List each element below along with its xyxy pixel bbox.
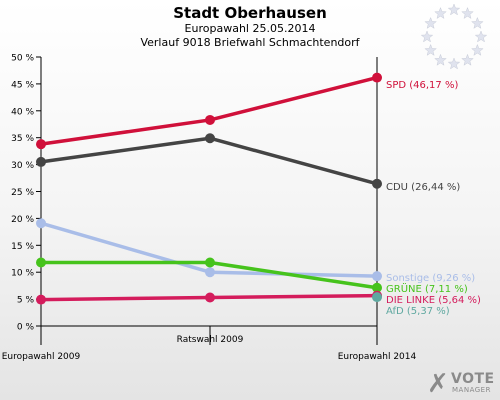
eu-star-icon (447, 57, 461, 70)
data-point-grüne (372, 282, 382, 293)
data-point-die-linke (36, 294, 46, 305)
y-tick-label: 40 % (11, 107, 34, 117)
data-point-cdu (36, 156, 46, 167)
series-label-grüne: GRÜNE (7,11 %) (386, 282, 468, 295)
x-tick-label: Europawahl 2014 (338, 352, 417, 362)
plot-frame (40, 57, 378, 327)
y-tick-label: 0 % (17, 323, 35, 333)
eu-star-icon (434, 53, 447, 66)
y-tick-label: 25 % (11, 188, 34, 198)
data-point-cdu (205, 133, 215, 144)
chart-title: Stadt Oberhausen (173, 4, 327, 22)
data-point-afd (372, 292, 382, 303)
eu-star-icon (420, 30, 434, 43)
series-label-sonstige: Sonstige (9,26 %) (386, 273, 475, 284)
y-tick-label: 50 % (11, 54, 34, 64)
eu-star-icon (471, 16, 484, 29)
data-point-spd (36, 139, 46, 150)
x-tick-label: Ratswahl 2009 (177, 335, 244, 345)
data-point-grüne (36, 257, 46, 268)
data-point-sonstige (205, 267, 215, 278)
y-tick-label: 20 % (11, 215, 34, 225)
data-point-die-linke (205, 292, 215, 303)
eu-star-icon (424, 43, 437, 56)
chart-subsubtitle: Verlauf 9018 Briefwahl Schmachtendorf (140, 36, 360, 49)
y-tick-label: 5 % (17, 296, 35, 306)
data-point-sonstige (372, 271, 382, 282)
y-tick-label: 35 % (11, 134, 34, 144)
logo-text: VOTE (451, 371, 495, 387)
series-end-labels: SPD (46,17 %) CDU (26,44 %) Sonstige (9,26… (386, 80, 481, 317)
x-axis-labels: Europawahl 2009 Ratswahl 2009 Europawahl 2… (2, 335, 417, 362)
data-point-spd (205, 114, 215, 125)
x-tick-label: Europawahl 2009 (2, 352, 81, 362)
series-label-spd: SPD (46,17 %) (386, 80, 458, 91)
y-tick-label: 45 % (11, 80, 34, 90)
series-points (36, 72, 382, 305)
eu-star-icon (461, 53, 474, 66)
data-point-sonstige (36, 218, 46, 229)
series-label-afd: AfD (5,37 %) (386, 306, 450, 317)
eu-star-icon (424, 16, 437, 29)
vote-manager-logo: ✗ VOTE MANAGER (427, 370, 500, 400)
eu-star-icon (434, 6, 447, 20)
series-label-die-linke: DIE LINKE (5,64 %) (386, 295, 481, 306)
eu-star-icon (471, 43, 484, 56)
series-label-cdu: CDU (26,44 %) (386, 182, 460, 193)
logo-x-icon: ✗ (427, 369, 449, 399)
eu-star-icon (474, 30, 488, 43)
y-tick-label: 15 % (11, 242, 34, 252)
series-line-cdu (40, 136, 378, 186)
logo-subtext: MANAGER (452, 386, 491, 394)
eu-star-icon (461, 6, 474, 20)
data-point-spd (372, 72, 382, 83)
eu-star-icon (447, 3, 461, 16)
data-point-cdu (372, 178, 382, 189)
y-tick-label: 30 % (11, 161, 34, 171)
chart-axes (36, 56, 378, 345)
y-axis-labels: 0 % 5 % 10 % 15 % 20 % 25 % 30 % 35 % 40 % 45 % 50… (11, 54, 34, 333)
chart-subtitle: Europawahl 25.05.2014 (184, 22, 316, 35)
eu-stars-icon (420, 3, 488, 70)
y-tick-label: 10 % (11, 269, 34, 279)
data-point-grüne (205, 257, 215, 268)
